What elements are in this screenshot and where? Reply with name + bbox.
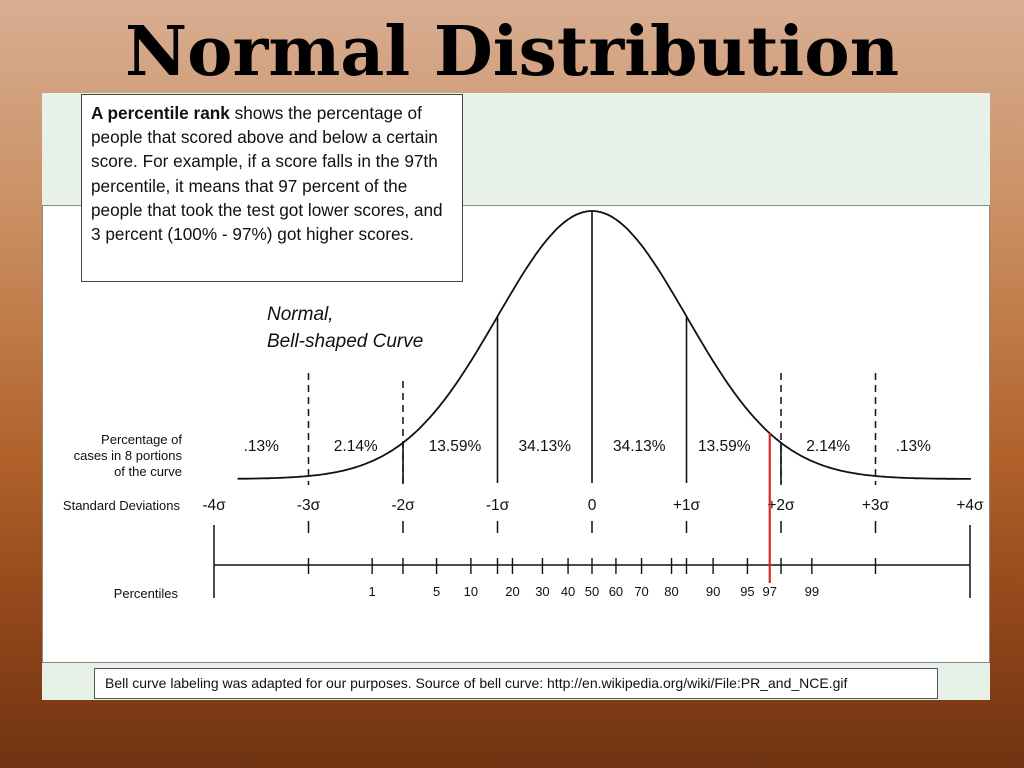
percentile-label: 99 [805, 584, 819, 599]
portion-percentage: 2.14% [334, 438, 378, 455]
portion-percentage: 13.59% [429, 438, 482, 455]
sd-label: -1σ [486, 497, 510, 514]
source-caption: Bell curve labeling was adapted for our … [94, 668, 938, 699]
percentile-rank-info-box: A percentile rank shows the percentage o… [81, 94, 463, 282]
percentile-label: 5 [433, 584, 440, 599]
sd-label: -4σ [202, 497, 226, 514]
portion-percentage: 34.13% [518, 438, 571, 455]
percentile-label-highlight: 97 [763, 584, 777, 599]
info-box-text: shows the percentage of people that scor… [91, 103, 443, 245]
curve-label-line1: Normal, [267, 304, 334, 325]
sd-label: +3σ [862, 497, 890, 514]
figure-panel: -4σ -3σ -2σ -1σ 0 +1σ +2σ +3σ +4σ .13% 2.14% 13.59%… [42, 93, 990, 700]
percentile-label: 40 [561, 584, 575, 599]
percentile-label: 30 [535, 584, 549, 599]
curve-label-line2: Bell-shaped Curve [267, 331, 423, 352]
sd-label: -2σ [391, 497, 415, 514]
portion-percentage: 2.14% [806, 438, 850, 455]
percentiles-row-label: Percentiles [114, 586, 179, 601]
sd-label: -3σ [297, 497, 321, 514]
info-box-bold-lead: A percentile rank [91, 103, 230, 123]
portion-percentage: 34.13% [613, 438, 666, 455]
percentile-label: 80 [664, 584, 678, 599]
sd-label: 0 [588, 497, 597, 514]
percentage-label-line2: cases in 8 portions [74, 448, 183, 463]
portion-percentage: .13% [244, 438, 280, 455]
sd-label: +2σ [767, 497, 795, 514]
sd-label: +4σ [956, 497, 984, 514]
percentage-label-line3: of the curve [114, 464, 182, 479]
slide-title: Normal Distribution [124, 12, 900, 92]
percentile-label: 20 [505, 584, 519, 599]
percentile-label: 95 [740, 584, 754, 599]
percentile-label: 1 [369, 584, 376, 599]
percentile-label: 90 [706, 584, 720, 599]
sd-label: +1σ [673, 497, 701, 514]
percentile-label: 50 [585, 584, 599, 599]
sd-row-label: Standard Deviations [63, 498, 181, 513]
portion-percentage: .13% [896, 438, 932, 455]
portion-percentage: 13.59% [698, 438, 751, 455]
percentage-label-line1: Percentage of [101, 432, 182, 447]
bell-curve [237, 210, 971, 480]
percentile-label: 60 [609, 584, 623, 599]
bell-curve-diagram: -4σ -3σ -2σ -1σ 0 +1σ +2σ +3σ +4σ .13% 2.14% 13.59%… [63, 210, 984, 601]
percentile-label: 70 [634, 584, 648, 599]
percentile-label: 10 [464, 584, 478, 599]
